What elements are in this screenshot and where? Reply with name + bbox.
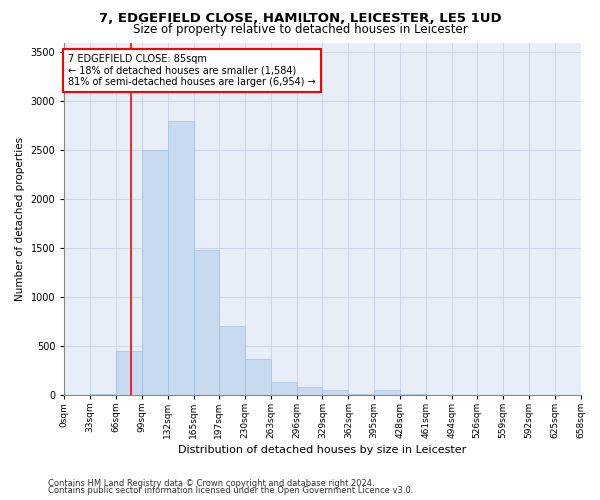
Bar xyxy=(245,358,271,394)
Text: Contains HM Land Registry data © Crown copyright and database right 2024.: Contains HM Land Registry data © Crown c… xyxy=(48,478,374,488)
Bar xyxy=(168,121,194,394)
Bar xyxy=(219,326,245,394)
Text: Size of property relative to detached houses in Leicester: Size of property relative to detached ho… xyxy=(133,22,467,36)
Bar xyxy=(374,390,400,394)
Bar xyxy=(116,350,142,395)
Y-axis label: Number of detached properties: Number of detached properties xyxy=(15,136,25,300)
X-axis label: Distribution of detached houses by size in Leicester: Distribution of detached houses by size … xyxy=(178,445,467,455)
Bar xyxy=(194,250,219,394)
Text: 7 EDGEFIELD CLOSE: 85sqm
← 18% of detached houses are smaller (1,584)
81% of sem: 7 EDGEFIELD CLOSE: 85sqm ← 18% of detach… xyxy=(68,54,316,88)
Bar xyxy=(271,382,296,394)
Text: 7, EDGEFIELD CLOSE, HAMILTON, LEICESTER, LE5 1UD: 7, EDGEFIELD CLOSE, HAMILTON, LEICESTER,… xyxy=(98,12,502,26)
Bar xyxy=(142,150,168,394)
Bar xyxy=(322,390,349,394)
Text: Contains public sector information licensed under the Open Government Licence v3: Contains public sector information licen… xyxy=(48,486,413,495)
Bar xyxy=(296,388,322,394)
